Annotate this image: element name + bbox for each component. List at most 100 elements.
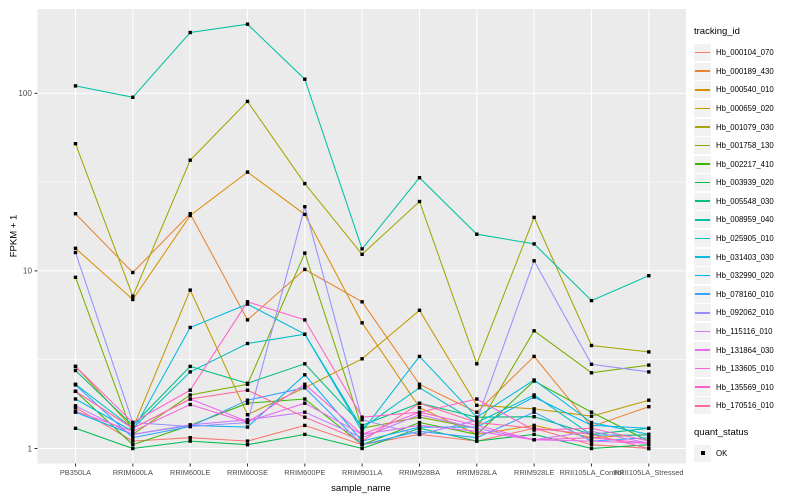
legend-item-Hb_032990_020: Hb_032990_020 bbox=[694, 267, 798, 285]
data-point bbox=[131, 420, 135, 425]
data-point bbox=[589, 426, 594, 430]
data-point bbox=[532, 423, 536, 428]
data-point bbox=[417, 405, 422, 410]
legend-label: Hb_000189_430 bbox=[716, 66, 774, 76]
data-point bbox=[303, 205, 307, 209]
quant-legend-label: OK bbox=[716, 448, 728, 458]
data-point bbox=[303, 415, 307, 419]
data-point bbox=[532, 432, 536, 437]
quant-point-icon bbox=[700, 451, 705, 456]
data-point bbox=[73, 364, 78, 369]
legend-panel: tracking_id Hb_000104_070 Hb_000189_430 Hb… bbox=[694, 26, 798, 463]
data-point bbox=[131, 423, 135, 428]
legend-item-Hb_000104_070: Hb_000104_070 bbox=[694, 44, 798, 62]
legend-key-swatch bbox=[694, 192, 711, 210]
data-point bbox=[360, 446, 364, 451]
quant-legend-title: quant_status bbox=[694, 426, 749, 438]
x-tick-label: RRIM600SE bbox=[227, 468, 268, 477]
data-point bbox=[647, 274, 651, 278]
legend-label: Hb_000104_070 bbox=[716, 48, 774, 58]
data-point bbox=[131, 294, 135, 298]
data-point bbox=[303, 401, 307, 405]
data-point bbox=[475, 418, 479, 423]
legend-label: Hb_005548_030 bbox=[716, 196, 774, 206]
legend-label: Hb_131864_030 bbox=[716, 345, 774, 355]
legend-items: Hb_000104_070 Hb_000189_430 Hb_000540_010 H… bbox=[694, 44, 798, 415]
data-point bbox=[475, 426, 479, 430]
x-tick-label: RRIM928LE bbox=[514, 468, 554, 477]
legend-item-Hb_135569_010: Hb_135569_010 bbox=[694, 378, 798, 396]
data-point bbox=[73, 426, 78, 430]
data-point bbox=[73, 409, 78, 413]
data-point bbox=[589, 414, 594, 418]
y-axis-title: FPKM + 1 bbox=[8, 214, 20, 258]
data-point bbox=[73, 142, 78, 146]
y-tick-label: 1 bbox=[27, 444, 32, 453]
data-point bbox=[360, 436, 364, 440]
data-point bbox=[73, 383, 78, 387]
quant-legend-item: OK bbox=[694, 444, 798, 462]
legend-line-icon bbox=[695, 144, 710, 147]
data-point bbox=[245, 170, 250, 174]
data-point bbox=[589, 298, 594, 303]
data-point bbox=[647, 405, 651, 409]
legend-key-swatch bbox=[694, 248, 711, 266]
legend-label: Hb_001079_030 bbox=[716, 122, 774, 132]
data-point bbox=[532, 242, 536, 246]
data-point bbox=[589, 429, 594, 433]
data-point bbox=[647, 439, 651, 443]
x-tick-label: RRII105LA_Control bbox=[559, 468, 623, 477]
data-point bbox=[73, 250, 78, 255]
legend-item-Hb_078160_010: Hb_078160_010 bbox=[694, 285, 798, 303]
legend-label: Hb_008959_040 bbox=[716, 215, 774, 225]
legend-key-swatch bbox=[694, 62, 711, 80]
data-point bbox=[647, 441, 651, 445]
data-point bbox=[188, 402, 192, 407]
data-point bbox=[303, 362, 307, 366]
legend-item-Hb_092062_010: Hb_092062_010 bbox=[694, 304, 798, 322]
y-tick-label: 100 bbox=[18, 89, 32, 98]
data-point bbox=[532, 378, 536, 382]
legend-label: Hb_115116_010 bbox=[716, 327, 773, 337]
data-point bbox=[73, 397, 78, 401]
data-point bbox=[417, 410, 422, 414]
legend-label: Hb_031403_030 bbox=[716, 252, 774, 262]
data-point bbox=[647, 446, 651, 451]
x-tick-label: PB350LA bbox=[60, 468, 91, 477]
data-point bbox=[131, 297, 135, 302]
data-point bbox=[73, 405, 78, 410]
data-point bbox=[360, 439, 364, 443]
data-point bbox=[245, 318, 250, 322]
x-tick-label: RRIM928BA bbox=[399, 468, 440, 477]
data-point bbox=[303, 318, 307, 322]
legend-key-swatch bbox=[694, 230, 711, 248]
legend-item-Hb_025905_010: Hb_025905_010 bbox=[694, 230, 798, 248]
data-point bbox=[245, 439, 250, 443]
legend-line-icon bbox=[695, 256, 710, 258]
legend-item-Hb_133605_010: Hb_133605_010 bbox=[694, 360, 798, 378]
data-point bbox=[245, 22, 250, 26]
legend-label: Hb_003939_020 bbox=[716, 178, 774, 188]
data-point bbox=[475, 362, 479, 366]
legend-line-icon bbox=[695, 237, 710, 240]
data-point bbox=[303, 212, 307, 217]
data-point bbox=[73, 389, 78, 393]
data-point bbox=[73, 212, 78, 216]
data-point bbox=[647, 350, 651, 354]
legend-key-swatch bbox=[694, 211, 711, 229]
data-point bbox=[131, 426, 135, 430]
data-point bbox=[188, 213, 192, 218]
legend-line-icon bbox=[695, 349, 710, 351]
legend-key-swatch bbox=[694, 341, 711, 359]
data-point bbox=[131, 95, 135, 99]
data-point bbox=[303, 267, 307, 272]
data-point bbox=[417, 382, 422, 386]
legend-line-icon bbox=[695, 367, 710, 370]
data-point bbox=[73, 404, 78, 408]
data-point bbox=[532, 415, 536, 419]
data-point bbox=[360, 415, 364, 419]
data-point bbox=[532, 407, 536, 411]
data-point bbox=[188, 439, 192, 443]
data-point bbox=[131, 439, 135, 443]
